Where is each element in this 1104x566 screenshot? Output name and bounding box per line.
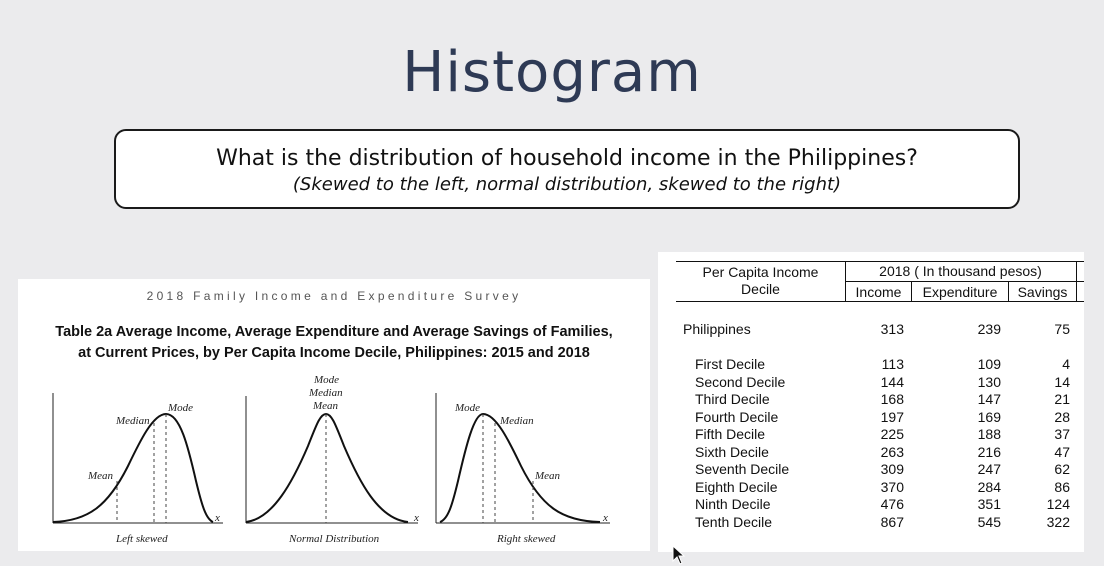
right-skewed-mode-label: Mode: [454, 402, 480, 414]
skewness-diagrams: Mean Median Mode x Left skewed Mode Medi…: [18, 371, 650, 551]
decile-savings: 4: [1062, 356, 1070, 372]
decile-income: 113: [881, 356, 904, 372]
right-skewed-diagram: Mode Median Mean x Right skewed: [435, 393, 610, 545]
left-skewed-x-label: x: [214, 512, 220, 524]
row-header-line-2: Decile: [741, 281, 780, 297]
decile-savings: 62: [1054, 461, 1070, 477]
decile-income: 225: [880, 426, 904, 442]
survey-name: 2018 Family Income and Expenditure Surve…: [146, 289, 522, 303]
decile-income: 370: [880, 478, 904, 495]
survey-table-title-line-1: Table 2a Average Income, Average Expendi…: [55, 324, 613, 340]
decile-label: Fifth Decile: [695, 426, 766, 442]
question-box: What is the distribution of household in…: [114, 129, 1020, 209]
table-header-rule: [676, 301, 1084, 302]
table-top-rule: [676, 261, 1084, 262]
decile-savings: 14: [1054, 373, 1070, 390]
decile-label: Fourth Decile: [695, 408, 779, 425]
decile-label: Third Decile: [695, 391, 770, 407]
decile-expenditure: 188: [977, 426, 1001, 442]
group-header: 2018 ( In thousand pesos): [879, 263, 1042, 279]
mouse-pointer-icon: [672, 545, 686, 565]
decile-label: Sixth Decile: [695, 443, 769, 460]
decile-expenditure: 247: [977, 461, 1001, 477]
decile-income: 309: [880, 461, 904, 477]
right-skewed-curve: [439, 412, 601, 523]
table-header-divider: [845, 261, 846, 302]
survey-header-panel: 2018 Family Income and Expenditure Surve…: [18, 279, 650, 371]
decile-income: 144: [880, 373, 904, 390]
column-header-expenditure: Expenditure: [922, 284, 998, 300]
right-skewed-caption: Right skewed: [496, 533, 556, 545]
decile-label: Tenth Decile: [695, 513, 773, 530]
decile-expenditure: 545: [977, 513, 1001, 530]
decile-income: 263: [880, 443, 904, 460]
right-skewed-x-label: x: [602, 512, 608, 524]
table-group-rule: [845, 281, 1084, 282]
answer-options-text: (Skewed to the left, normal distribution…: [292, 174, 842, 195]
normal-x-label: x: [413, 512, 419, 524]
decile-savings: 21: [1054, 391, 1070, 407]
decile-expenditure: 284: [977, 478, 1001, 495]
question-text: What is the distribution of household in…: [216, 146, 918, 171]
decile-savings: 322: [1046, 513, 1070, 530]
left-skewed-caption: Left skewed: [115, 533, 168, 545]
decile-label: First Decile: [695, 356, 766, 372]
decile-expenditure: 147: [977, 391, 1001, 407]
decile-label: Seventh Decile: [695, 461, 790, 477]
column-header-savings: Savings: [1017, 284, 1068, 300]
column-header-income: Income: [855, 284, 902, 300]
left-skewed-median-label: Median: [115, 415, 150, 427]
slide-title: Histogram: [402, 40, 702, 105]
decile-savings: 37: [1054, 426, 1070, 442]
decile-savings: 28: [1054, 408, 1070, 425]
decile-label: Ninth Decile: [695, 496, 771, 512]
left-skewed-curve: [52, 412, 214, 523]
decile-savings: 124: [1046, 496, 1070, 512]
table-col-divider-2: [1008, 281, 1009, 302]
normal-mean-label: Mean: [312, 400, 339, 412]
normal-distribution-diagram: Mode Median Mean x Normal Distribution: [245, 374, 419, 545]
decile-expenditure: 216: [977, 443, 1001, 460]
row-header-line-1: Per Capita Income: [702, 264, 819, 280]
normal-mode-label: Mode: [313, 374, 339, 386]
decile-label: Second Decile: [695, 373, 786, 390]
table-col-divider-3: [1076, 261, 1077, 302]
right-skewed-mean-label: Mean: [534, 470, 561, 482]
decile-expenditure: 109: [977, 356, 1001, 372]
normal-caption: Normal Distribution: [288, 533, 380, 545]
left-skewed-mean-label: Mean: [87, 470, 114, 482]
normal-curve: [245, 412, 409, 523]
total-row-label: Philippines: [683, 321, 751, 337]
decile-expenditure: 351: [977, 496, 1001, 512]
left-skewed-mode-label: Mode: [167, 402, 193, 414]
decile-expenditure: 169: [977, 408, 1001, 425]
survey-table-title-line-2: at Current Prices, by Per Capita Income …: [78, 345, 590, 361]
decile-income: 867: [880, 513, 904, 530]
left-skewed-diagram: Mean Median Mode x Left skewed: [52, 393, 223, 545]
income-table: Per Capita Income Decile 2018 ( In thous…: [658, 252, 1084, 552]
total-row-expenditure: 239: [977, 321, 1001, 337]
survey-table-title: Table 2a Average Income, Average Expendi…: [18, 322, 650, 364]
right-skewed-median-label: Median: [499, 415, 534, 427]
decile-expenditure: 130: [977, 373, 1001, 390]
decile-income: 168: [880, 391, 904, 407]
decile-label: Eighth Decile: [695, 478, 778, 495]
decile-income: 476: [880, 496, 904, 512]
total-row-income: 313: [880, 321, 904, 337]
decile-income: 197: [880, 408, 904, 425]
total-row-savings: 75: [1054, 321, 1070, 337]
normal-median-label: Median: [308, 387, 343, 399]
decile-savings: 47: [1054, 443, 1070, 460]
decile-savings: 86: [1054, 478, 1070, 495]
table-col-divider-1: [911, 281, 912, 302]
